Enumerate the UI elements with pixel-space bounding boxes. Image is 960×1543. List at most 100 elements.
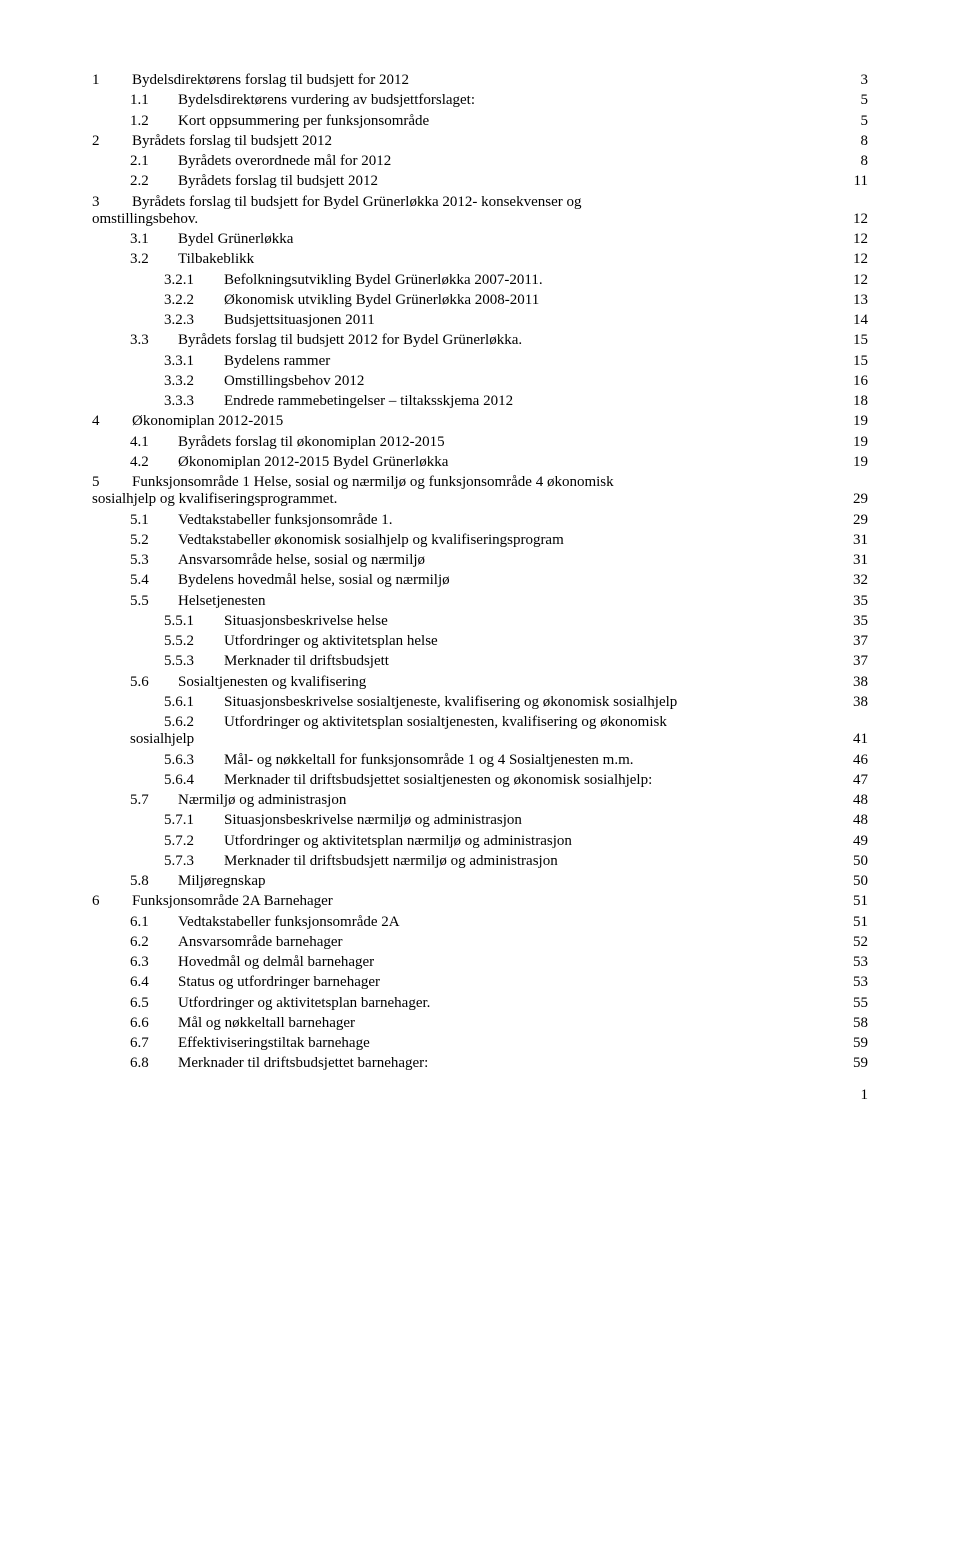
table-of-contents: 1Bydelsdirektørens forslag til budsjett …: [92, 72, 868, 1073]
toc-entry-number: 5.8: [130, 873, 178, 890]
toc-entry: 5.6.1Situasjonsbeskrivelse sosialtjenest…: [92, 694, 868, 711]
toc-entry: 3.2.2Økonomisk utvikling Bydel Grünerløk…: [92, 292, 868, 309]
toc-entry: 5.7.3Merknader til driftsbudsjett nærmil…: [92, 853, 868, 870]
toc-entry-title: Befolkningsutvikling Bydel Grünerløkka 2…: [224, 272, 545, 289]
toc-entry-page: 31: [849, 552, 868, 569]
toc-entry-title: Merknader til driftsbudsjett: [224, 653, 391, 670]
toc-entry-page: 37: [849, 653, 868, 670]
toc-entry-number: 5.4: [130, 572, 178, 589]
toc-entry-page: 58: [849, 1015, 868, 1032]
toc-entry-page: 35: [849, 613, 868, 630]
toc-entry-title-cont: omstillingsbehov.: [92, 211, 200, 228]
toc-entry-page: 53: [849, 954, 868, 971]
toc-entry-number: 5.7.2: [164, 833, 224, 850]
toc-entry-page: 8: [857, 133, 869, 150]
toc-entry: 6.5Utfordringer og aktivitetsplan barneh…: [92, 995, 868, 1012]
toc-entry-title: Tilbakeblikk: [178, 251, 256, 268]
toc-entry-number: 5.5: [130, 593, 178, 610]
toc-entry: 6.8Merknader til driftsbudsjettet barneh…: [92, 1055, 868, 1072]
toc-entry-number: 2: [92, 133, 132, 150]
toc-entry-page: 59: [849, 1035, 868, 1052]
toc-entry: 3.2.1Befolkningsutvikling Bydel Grünerlø…: [92, 272, 868, 289]
toc-entry: 5.6Sosialtjenesten og kvalifisering38: [92, 674, 868, 691]
toc-entry: 5.4Bydelens hovedmål helse, sosial og næ…: [92, 572, 868, 589]
toc-entry: 5Funksjonsområde 1 Helse, sosial og nærm…: [92, 474, 868, 509]
toc-entry-page: 12: [849, 251, 868, 268]
toc-entry-page: 50: [849, 853, 868, 870]
toc-entry-title: Byrådets forslag til budsjett 2012 for B…: [178, 332, 524, 349]
toc-entry-number: 6: [92, 893, 132, 910]
toc-entry-page: 32: [849, 572, 868, 589]
toc-entry-title: Effektiviseringstiltak barnehage: [178, 1035, 372, 1052]
toc-entry-number: 5.7.3: [164, 853, 224, 870]
toc-entry-title: Utfordringer og aktivitetsplan barnehage…: [178, 995, 432, 1012]
toc-entry-title: Merknader til driftsbudsjettet sosialtje…: [224, 772, 654, 789]
toc-entry-title-cont: sosialhjelp: [130, 731, 196, 748]
toc-entry-title: Situasjonsbeskrivelse nærmiljø og admini…: [224, 812, 524, 829]
toc-entry: 5.5.1Situasjonsbeskrivelse helse35: [92, 613, 868, 630]
toc-entry-title: Budsjettsituasjonen 2011: [224, 312, 377, 329]
toc-entry-title: Funksjonsområde 2A Barnehager: [132, 893, 335, 910]
toc-entry-page: 19: [849, 454, 868, 471]
toc-entry-number: 6.5: [130, 995, 178, 1012]
toc-entry-title: Økonomisk utvikling Bydel Grünerløkka 20…: [224, 292, 541, 309]
toc-entry-number: 1.1: [130, 92, 178, 109]
toc-entry-page: 15: [849, 332, 868, 349]
toc-entry-number: 3.3.1: [164, 353, 224, 370]
toc-entry-page: 35: [849, 593, 868, 610]
toc-entry-page: 16: [849, 373, 868, 390]
toc-entry: 5.8Miljøregnskap50: [92, 873, 868, 890]
toc-entry: 3Byrådets forslag til budsjett for Bydel…: [92, 194, 868, 229]
toc-entry-number: 5.5.2: [164, 633, 224, 650]
toc-entry: 5.5Helsetjenesten35: [92, 593, 868, 610]
toc-entry: 5.7.2Utfordringer og aktivitetsplan nærm…: [92, 833, 868, 850]
toc-entry-number: 6.3: [130, 954, 178, 971]
toc-entry: 4.1Byrådets forslag til økonomiplan 2012…: [92, 434, 868, 451]
toc-entry: 3.3Byrådets forslag til budsjett 2012 fo…: [92, 332, 868, 349]
toc-entry-title: Bydelens rammer: [224, 353, 332, 370]
toc-entry-number: 3.2.3: [164, 312, 224, 329]
toc-entry-title: Vedtakstabeller funksjonsområde 1.: [178, 512, 395, 529]
toc-entry-page: 12: [849, 272, 868, 289]
toc-entry: 3.2Tilbakeblikk12: [92, 251, 868, 268]
toc-entry-number: 5.7.1: [164, 812, 224, 829]
toc-entry: 6.7Effektiviseringstiltak barnehage59: [92, 1035, 868, 1052]
toc-entry: 2.2Byrådets forslag til budsjett 201211: [92, 173, 868, 190]
toc-entry-number: 6.8: [130, 1055, 178, 1072]
toc-entry: 2.1Byrådets overordnede mål for 20128: [92, 153, 868, 170]
toc-entry-number: 4.1: [130, 434, 178, 451]
toc-entry-title: Vedtakstabeller funksjonsområde 2A: [178, 914, 402, 931]
toc-entry: 1Bydelsdirektørens forslag til budsjett …: [92, 72, 868, 89]
toc-entry-title: Byrådets forslag til budsjett 2012: [132, 133, 334, 150]
toc-entry: 6.2Ansvarsområde barnehager52: [92, 934, 868, 951]
toc-entry-page: 12: [849, 211, 868, 228]
toc-entry-page: 53: [849, 974, 868, 991]
toc-entry-number: 3.2.1: [164, 272, 224, 289]
toc-entry-title: Hovedmål og delmål barnehager: [178, 954, 376, 971]
toc-entry-page: 59: [849, 1055, 868, 1072]
toc-entry-page: 5: [857, 92, 869, 109]
toc-entry-page: 52: [849, 934, 868, 951]
toc-entry-page: 41: [849, 731, 868, 748]
toc-entry-number: 3.3.3: [164, 393, 224, 410]
toc-entry: 6.3Hovedmål og delmål barnehager 53: [92, 954, 868, 971]
toc-entry-title: Kort oppsummering per funksjonsområde: [178, 113, 431, 130]
toc-entry: 3.1Bydel Grünerløkka12: [92, 231, 868, 248]
toc-entry-page: 19: [849, 413, 868, 430]
toc-entry-number: 2.1: [130, 153, 178, 170]
toc-entry-page: 8: [857, 153, 869, 170]
toc-entry-title: Økonomiplan 2012-2015 Bydel Grünerløkka: [178, 454, 450, 471]
toc-entry-title: Bydelsdirektørens vurdering av budsjettf…: [178, 92, 477, 109]
toc-entry-number: 5.5.1: [164, 613, 224, 630]
toc-entry: 6.4Status og utfordringer barnehager53: [92, 974, 868, 991]
toc-entry-title: Vedtakstabeller økonomisk sosialhjelp og…: [178, 532, 566, 549]
toc-entry-page: 18: [849, 393, 868, 410]
toc-entry-title: Omstillingsbehov 2012: [224, 373, 366, 390]
toc-entry-number: 5: [92, 474, 132, 491]
toc-entry-title-cont: sosialhjelp og kvalifiseringsprogrammet.: [92, 491, 339, 508]
toc-entry-page: 5: [857, 113, 869, 130]
toc-entry: 3.3.3Endrede rammebetingelser – tiltakss…: [92, 393, 868, 410]
toc-entry-title: Miljøregnskap: [178, 873, 268, 890]
toc-entry-page: 13: [849, 292, 868, 309]
toc-entry-title: Utfordringer og aktivitetsplan sosialtje…: [224, 714, 868, 731]
